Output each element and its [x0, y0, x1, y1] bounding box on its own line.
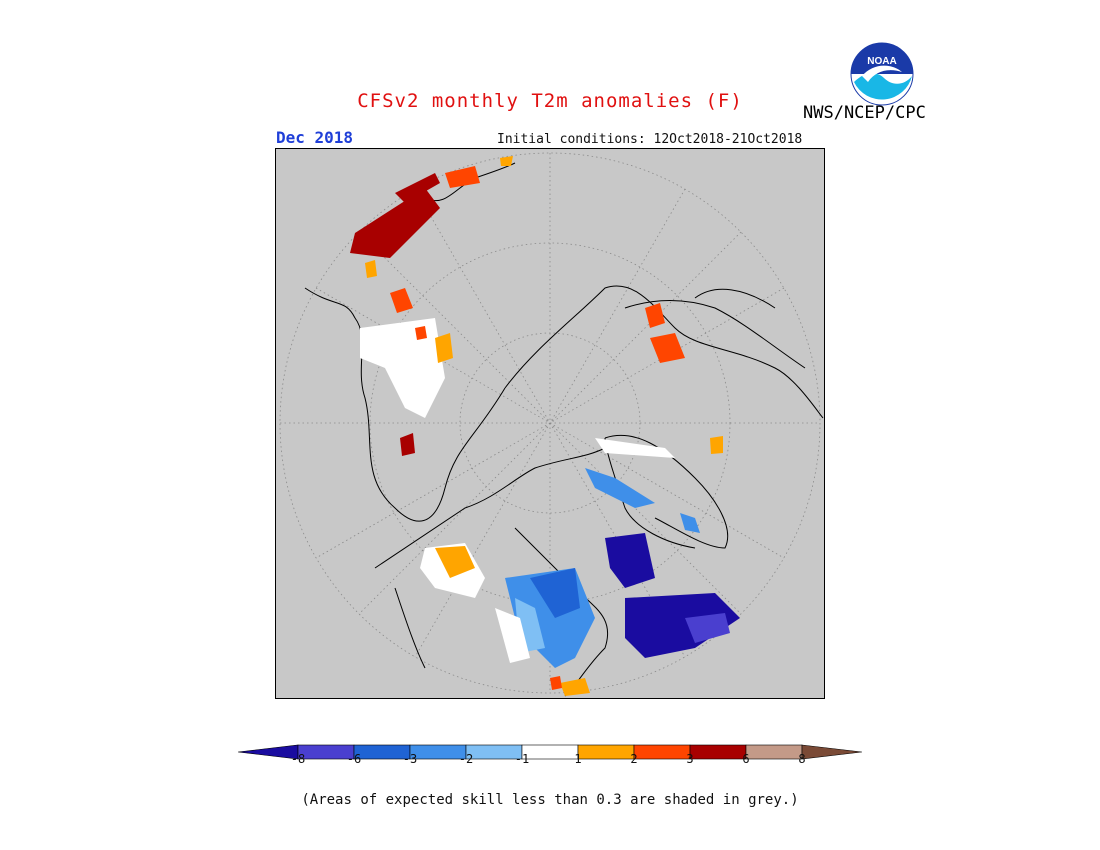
colorbar-tick-label: 3: [686, 752, 694, 766]
map-title: CFSv2 monthly T2m anomalies (F): [357, 90, 743, 112]
polar-map: [275, 148, 825, 699]
colorbar-tick-label: -8: [290, 752, 306, 766]
colorbar-tick-label: 2: [630, 752, 638, 766]
colorbar-high-arrow: [801, 744, 862, 760]
colorbar-tick-label: 8: [798, 752, 806, 766]
colorbar-tick-label: -3: [402, 752, 418, 766]
initial-conditions: Initial conditions: 12Oct2018-21Oct2018: [497, 132, 803, 147]
org-label: NWS/NCEP/CPC: [803, 103, 926, 123]
colorbar-tick-label: 1: [574, 752, 582, 766]
colorbar-tick-label: -1: [514, 752, 530, 766]
skill-note: (Areas of expected skill less than 0.3 a…: [301, 792, 799, 808]
colorbar-tick-label: -2: [458, 752, 474, 766]
colorbar-tick-label: -6: [346, 752, 362, 766]
colorbar-tick-label: 6: [742, 752, 750, 766]
color-bar: [238, 744, 862, 760]
forecast-month: Dec 2018: [276, 128, 354, 147]
coastlines: [304, 162, 824, 697]
noaa-logo-icon: NOAA: [850, 42, 914, 106]
anomaly-shading: [350, 156, 740, 696]
logo-text: NOAA: [867, 56, 896, 67]
